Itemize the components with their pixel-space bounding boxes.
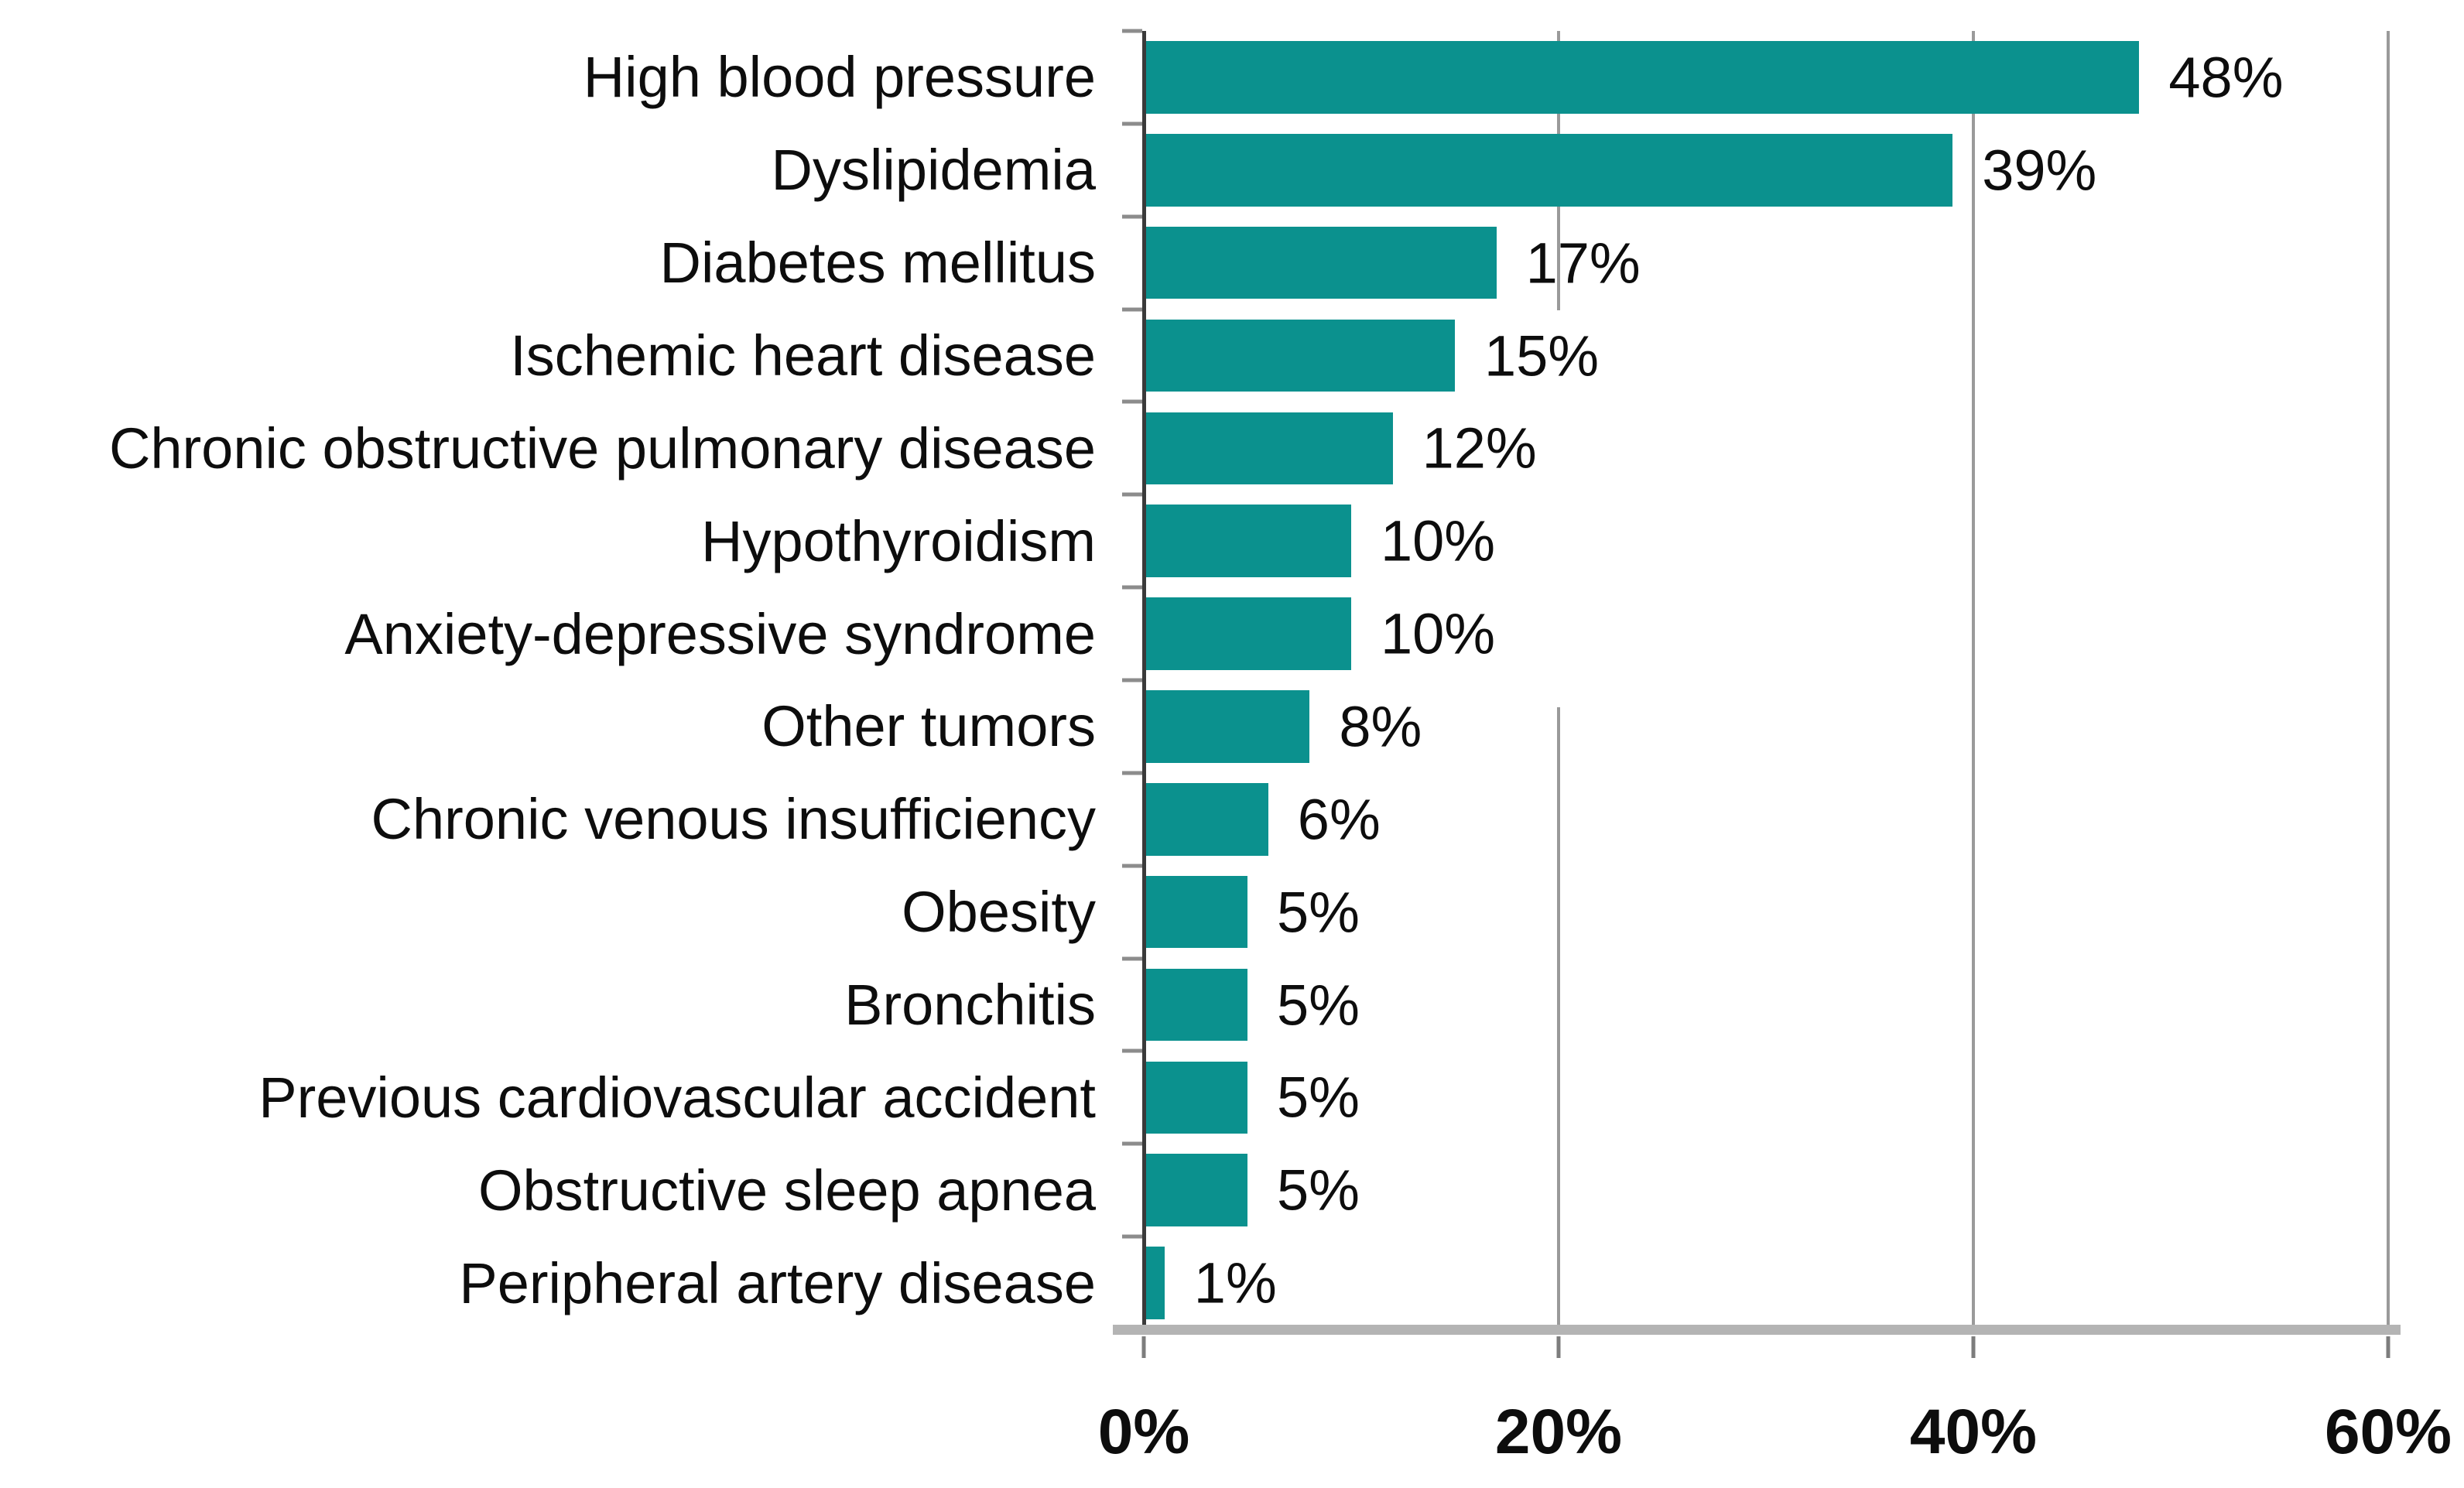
y-axis-tick xyxy=(1122,864,1142,868)
y-axis-tick xyxy=(1122,214,1142,219)
y-axis-line xyxy=(1142,31,1146,1329)
bar xyxy=(1146,1247,1165,1319)
value-label: 6% xyxy=(1297,787,1381,852)
y-axis-tick xyxy=(1122,1234,1142,1239)
value-label: 5% xyxy=(1276,1158,1360,1223)
category-labels-column: High blood pressure Dyslipidemia Diabetes … xyxy=(0,31,1121,1329)
value-label: 1% xyxy=(1193,1250,1277,1315)
y-axis-tick xyxy=(1122,307,1142,312)
bar xyxy=(1146,319,1455,392)
x-axis-tick xyxy=(1971,1336,1976,1358)
y-axis-tick xyxy=(1122,678,1142,682)
bar xyxy=(1146,41,2140,114)
bar xyxy=(1146,226,1497,299)
x-tick-label: 40% xyxy=(1909,1397,2038,1467)
bar xyxy=(1146,412,1393,485)
value-label: 17% xyxy=(1525,231,1641,296)
x-axis-baseline xyxy=(1113,1325,2401,1335)
category-label: Obesity xyxy=(902,880,1096,945)
plot-area: 48% 39% 17% 15% 12% 10% 10% 8% 6% 5% 5% 5% 5% 1% 0% 20%… xyxy=(1098,29,2452,1467)
value-label: 5% xyxy=(1276,1065,1360,1130)
y-axis-tick xyxy=(1122,956,1142,961)
bar xyxy=(1146,968,1247,1042)
bar xyxy=(1146,1154,1247,1226)
y-axis-tick xyxy=(1122,29,1142,33)
category-label: High blood pressure xyxy=(583,45,1096,110)
category-label: Bronchitis xyxy=(844,972,1096,1037)
value-label: 15% xyxy=(1484,323,1600,388)
category-label: Chronic obstructive pulmonary disease xyxy=(108,416,1096,481)
value-label: 5% xyxy=(1276,973,1360,1037)
bar xyxy=(1146,690,1310,763)
category-label: Previous cardiovascular accident xyxy=(258,1065,1096,1130)
bar xyxy=(1146,1061,1247,1134)
bar xyxy=(1146,134,1953,207)
y-axis-tick xyxy=(1122,492,1142,497)
gridline-60-percent xyxy=(2387,31,2390,1329)
bar xyxy=(1146,505,1351,577)
y-axis-tick xyxy=(1122,585,1142,590)
category-label: Ischemic heart disease xyxy=(510,323,1096,388)
y-axis-tick xyxy=(1122,771,1142,775)
bar xyxy=(1146,783,1268,856)
x-axis-tick xyxy=(2386,1336,2390,1358)
value-label: 10% xyxy=(1380,601,1496,666)
category-label: Chronic venous insufficiency xyxy=(371,787,1096,852)
x-tick-label: 60% xyxy=(2324,1397,2452,1467)
category-label: Hypothyroidism xyxy=(701,508,1096,573)
y-axis-tick xyxy=(1122,1048,1142,1053)
value-label: 39% xyxy=(1982,138,2097,203)
value-label: 8% xyxy=(1339,694,1422,759)
value-label: 5% xyxy=(1276,880,1360,945)
x-tick-label: 0% xyxy=(1097,1397,1190,1467)
category-label: Anxiety-depressive syndrome xyxy=(344,601,1096,666)
bar xyxy=(1146,875,1247,949)
value-label: 12% xyxy=(1422,416,1537,481)
category-label: Other tumors xyxy=(761,694,1096,759)
category-label: Peripheral artery disease xyxy=(459,1250,1096,1315)
gridline-20-percent xyxy=(1556,707,1560,1329)
bar xyxy=(1146,597,1351,670)
gridline-40-percent xyxy=(1971,31,1975,1329)
y-axis-tick xyxy=(1122,121,1142,126)
category-label: Dyslipidemia xyxy=(771,138,1096,203)
category-label: Obstructive sleep apnea xyxy=(477,1158,1096,1223)
value-label: 10% xyxy=(1380,508,1496,573)
y-axis-tick xyxy=(1122,1141,1142,1146)
category-label: Diabetes mellitus xyxy=(659,231,1096,296)
y-axis-tick xyxy=(1122,399,1142,404)
x-axis-tick xyxy=(1556,1336,1561,1358)
value-label: 48% xyxy=(2168,45,2284,110)
x-tick-label: 20% xyxy=(1494,1397,1623,1467)
x-axis-tick xyxy=(1141,1336,1146,1358)
